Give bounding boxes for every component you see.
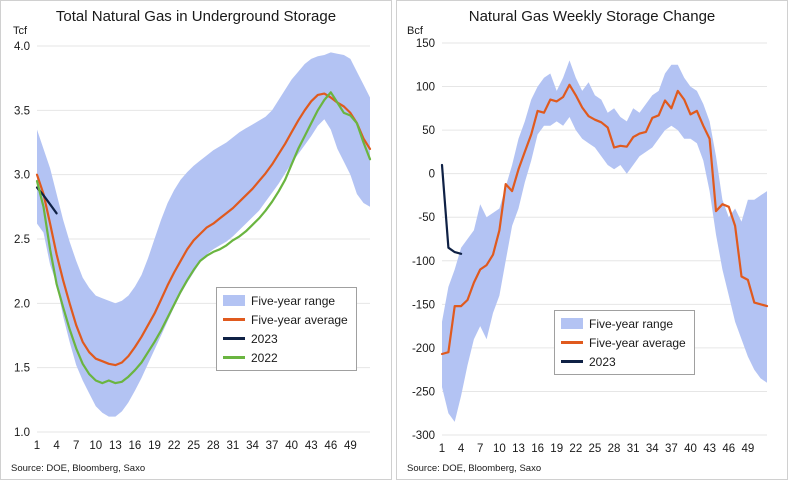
chart-legend: Five-year range Five-year average 2023	[554, 310, 695, 375]
legend-swatch	[223, 295, 245, 306]
legend-swatch	[223, 337, 245, 340]
storage-total-chart: 1.0 1.5 2.0 2.5 3.0 3.5 4.0 1 4 7 10 13 16 19 22 25 28 31…	[14, 41, 372, 452]
legend-label: 2023	[251, 331, 278, 346]
y-tick-label: 1.5	[14, 363, 30, 375]
legend-swatch	[223, 318, 245, 321]
five-year-average-line	[35, 92, 372, 367]
x-tick-label: 10	[89, 440, 102, 452]
chart-legend: Five-year range Five-year average 2023 2…	[216, 287, 357, 371]
x-tick-label: 22	[168, 440, 181, 452]
x-tick-label: 25	[187, 440, 200, 452]
y-tick-label: 50	[422, 125, 435, 137]
legend-label: Five-year range	[251, 293, 336, 308]
legend-label: Five-year average	[251, 312, 348, 327]
source-note: Source: DOE, Bloomberg, Saxo	[11, 463, 146, 474]
legend-label: 2022	[251, 350, 278, 365]
x-tick-label: 31	[627, 443, 640, 455]
legend-swatch	[561, 318, 583, 329]
y-axis-unit-label: Bcf	[407, 25, 423, 37]
y-tick-label: 3.0	[14, 170, 30, 182]
legend-item-range: Five-year range	[561, 314, 686, 333]
x-tick-label: 28	[207, 440, 220, 452]
y-tick-label: -100	[412, 256, 435, 268]
x-tick-label: 40	[285, 440, 298, 452]
legend-item-average: Five-year average	[561, 333, 686, 352]
series-2022-line	[35, 91, 372, 385]
x-tick-label: 46	[324, 440, 337, 452]
y-axis-unit-label: Tcf	[13, 25, 28, 37]
legend-swatch	[561, 360, 583, 363]
x-tick-label: 37	[266, 440, 279, 452]
legend-swatch	[561, 341, 583, 344]
x-tick-label: 46	[722, 443, 735, 455]
chart-title: Natural Gas Weekly Storage Change	[468, 8, 716, 25]
series-2023-line	[440, 163, 463, 255]
legend-item-2022: 2022	[223, 348, 348, 367]
legend-label: Five-year average	[589, 335, 686, 350]
x-tick-label: 25	[589, 443, 602, 455]
legend-swatch	[223, 356, 245, 359]
x-tick-label: 43	[703, 443, 716, 455]
x-tick-label: 34	[246, 440, 259, 452]
x-tick-label: 34	[646, 443, 659, 455]
legend-item-average: Five-year average	[223, 310, 348, 329]
x-tick-label: 31	[226, 440, 239, 452]
legend-item-range: Five-year range	[223, 291, 348, 310]
x-tick-label: 16	[531, 443, 544, 455]
x-tick-label: 43	[305, 440, 318, 452]
x-tick-label: 40	[684, 443, 697, 455]
y-tick-label: 2.5	[14, 234, 30, 246]
y-tick-label: 150	[416, 38, 435, 50]
legend-label: 2023	[589, 354, 616, 369]
storage-change-panel: Natural Gas Weekly Storage Change Bcf -3…	[396, 0, 788, 480]
y-tick-label: -250	[412, 386, 435, 398]
five-year-range-band	[37, 52, 370, 417]
x-tick-label: 13	[109, 440, 122, 452]
y-tick-label: -200	[412, 343, 435, 355]
source-note: Source: DOE, Bloomberg, Saxo	[407, 463, 542, 474]
y-tick-label: 2.0	[14, 298, 30, 310]
x-tick-label: 22	[569, 443, 582, 455]
x-tick-label: 7	[477, 443, 483, 455]
legend-item-2023: 2023	[223, 329, 348, 348]
x-tick-label: 4	[458, 443, 465, 455]
y-tick-label: -150	[412, 299, 435, 311]
x-tick-label: 19	[550, 443, 563, 455]
chart-title: Total Natural Gas in Underground Storage	[55, 8, 337, 25]
y-tick-label: 3.5	[14, 105, 30, 117]
five-year-range-band	[442, 60, 767, 422]
x-tick-label: 37	[665, 443, 678, 455]
x-tick-label: 1	[34, 440, 40, 452]
x-tick-label: 16	[129, 440, 142, 452]
legend-item-2023: 2023	[561, 352, 686, 371]
storage-change-chart: -300 -250 -200 -150 -100 -50 0 50 100 150 1 4 7 10 13 1…	[412, 38, 769, 455]
y-tick-label: 0	[429, 169, 435, 181]
y-tick-label: 4.0	[14, 41, 30, 53]
x-tick-label: 28	[608, 443, 621, 455]
y-tick-label: 1.0	[14, 427, 30, 439]
x-tick-label: 1	[439, 443, 445, 455]
x-tick-label: 13	[512, 443, 525, 455]
y-tick-label: -300	[412, 430, 435, 442]
x-tick-label: 49	[344, 440, 357, 452]
x-tick-label: 7	[73, 440, 79, 452]
x-tick-label: 10	[493, 443, 506, 455]
y-tick-label: 100	[416, 82, 435, 94]
x-tick-label: 49	[741, 443, 754, 455]
storage-total-panel: Total Natural Gas in Underground Storage…	[0, 0, 392, 480]
y-tick-label: -50	[418, 212, 435, 224]
legend-label: Five-year range	[589, 316, 674, 331]
x-tick-label: 19	[148, 440, 161, 452]
x-tick-label: 4	[53, 440, 60, 452]
five-year-average-line	[440, 83, 769, 356]
